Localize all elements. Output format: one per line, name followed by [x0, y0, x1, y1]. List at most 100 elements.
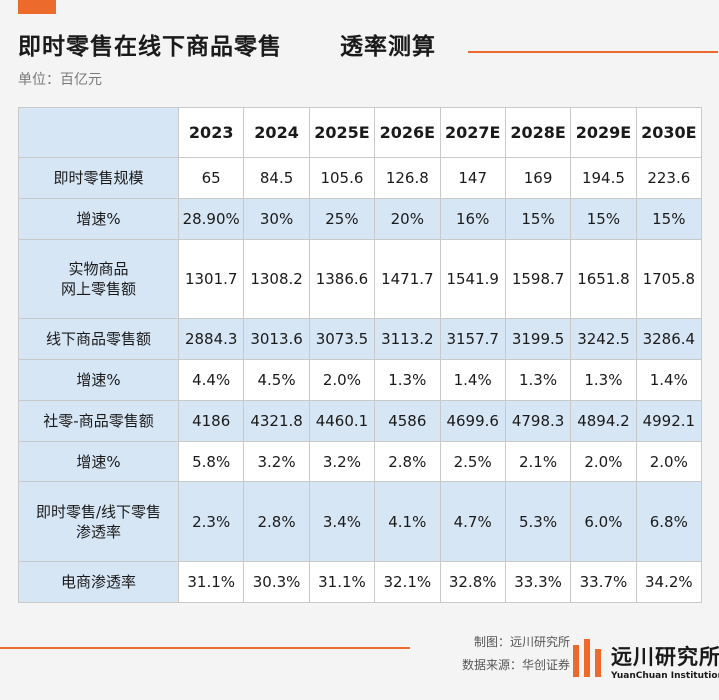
- value-cell: 3.2%: [308, 440, 376, 483]
- value-cell: 31.1%: [308, 561, 376, 603]
- value-cell: 1598.7: [504, 238, 572, 320]
- year-header-cell: 2030E: [635, 107, 703, 158]
- value-cell: 1.3%: [570, 359, 637, 401]
- logo-name: 远川研究所: [611, 645, 719, 669]
- year-header-cell: 2029E: [570, 107, 637, 158]
- value-cell: 30.3%: [243, 561, 310, 603]
- value-cell: 84.5: [243, 157, 310, 199]
- value-cell: 2.8%: [374, 440, 441, 483]
- value-cell: 2.1%: [504, 440, 572, 483]
- title-underline: [468, 51, 718, 53]
- row-label-cell: 增速%: [18, 359, 179, 401]
- value-cell: 1471.7: [374, 238, 441, 320]
- row-label-cell: 增速%: [18, 440, 179, 483]
- title-right: 透率测算: [340, 34, 436, 60]
- value-cell: 3242.5: [570, 318, 637, 361]
- row-label-cell: 实物商品 网上零售额: [18, 238, 179, 320]
- made-by-text: 制图：远川研究所: [473, 635, 570, 649]
- table-row: 即时零售/线下零售 渗透率 2.3% 2.8% 3.4% 4.1% 4.7% 5.3% 6.0…: [18, 481, 703, 563]
- value-cell: 105.6: [308, 157, 376, 199]
- value-cell: 15%: [635, 197, 703, 240]
- value-cell: 4.5%: [243, 359, 310, 401]
- table-body: 即时零售规模 65 84.5 105.6 126.8 147 169 194.5 223.6 增速…: [18, 157, 703, 603]
- row-label-cell: 即时零售规模: [18, 157, 179, 199]
- value-cell: 1308.2: [243, 238, 310, 320]
- value-cell: 4321.8: [243, 399, 310, 442]
- value-cell: 1.3%: [374, 359, 441, 401]
- value-cell: 16%: [439, 197, 506, 240]
- value-cell: 169: [504, 157, 572, 199]
- value-cell: 2.5%: [439, 440, 506, 483]
- value-cell: 1.4%: [439, 359, 506, 401]
- value-cell: 6.8%: [635, 481, 703, 563]
- value-cell: 5.8%: [177, 440, 245, 483]
- value-cell: 1.4%: [635, 359, 703, 401]
- value-cell: 126.8: [374, 157, 441, 199]
- value-cell: 4.1%: [374, 481, 441, 563]
- logo-subtitle: YuanChuan Institution: [611, 671, 719, 681]
- value-cell: 4992.1: [635, 399, 703, 442]
- header-row: 2023 2024 2025E 2026E 2027E 2028E 2029E 2030E: [18, 107, 703, 158]
- value-cell: 1651.8: [570, 238, 637, 320]
- value-cell: 25%: [308, 197, 376, 240]
- value-cell: 147: [439, 157, 506, 199]
- unit-label: 单位：百亿元: [18, 72, 102, 88]
- table-row: 线下商品零售额 2884.3 3013.6 3073.5 3113.2 3157.7 319…: [18, 318, 703, 361]
- value-cell: 2.3%: [177, 481, 245, 563]
- value-cell: 223.6: [635, 157, 703, 199]
- table-row: 实物商品 网上零售额 1301.7 1308.2 1386.6 1471.7 1541.9…: [18, 238, 703, 320]
- value-cell: 31.1%: [177, 561, 245, 603]
- value-cell: 32.1%: [374, 561, 441, 603]
- value-cell: 4.4%: [177, 359, 245, 401]
- table-row: 电商渗透率 31.1% 30.3% 31.1% 32.1% 32.8% 33.3% 33.7%…: [18, 561, 703, 603]
- row-label-cell: 即时零售/线下零售 渗透率: [18, 481, 179, 563]
- row-label-cell: 社零-商品零售额: [18, 399, 179, 442]
- value-cell: 33.3%: [504, 561, 572, 603]
- year-header-cell: 2024: [243, 107, 310, 158]
- value-cell: 32.8%: [439, 561, 506, 603]
- value-cell: 65: [177, 157, 245, 199]
- value-cell: 4699.6: [439, 399, 506, 442]
- row-label-cell: 增速%: [18, 197, 179, 240]
- page-title: 即时零售在线下商品零售 透率测算: [18, 27, 436, 61]
- top-accent-bar: [18, 0, 56, 14]
- value-cell: 2.0%: [635, 440, 703, 483]
- credit-block: 制图：远川研究所 数据来源：华创证券: [436, 631, 570, 677]
- table-row: 增速% 5.8% 3.2% 3.2% 2.8% 2.5% 2.1% 2.0% 2.0%: [18, 440, 703, 483]
- footer-divider-line: [0, 647, 410, 649]
- table-row: 社零-商品零售额 4186 4321.8 4460.1 4586 4699.6 4798.3…: [18, 399, 703, 442]
- value-cell: 4186: [177, 399, 245, 442]
- value-cell: 15%: [570, 197, 637, 240]
- value-cell: 4.7%: [439, 481, 506, 563]
- value-cell: 33.7%: [570, 561, 637, 603]
- value-cell: 3.4%: [308, 481, 376, 563]
- table-row: 增速% 28.90% 30% 25% 20% 16% 15% 15% 15%: [18, 197, 703, 240]
- table-row: 增速% 4.4% 4.5% 2.0% 1.3% 1.4% 1.3% 1.3% 1.4%: [18, 359, 703, 401]
- row-label-cell: 线下商品零售额: [18, 318, 179, 361]
- year-header-cell: 2027E: [439, 107, 506, 158]
- value-cell: 1386.6: [308, 238, 376, 320]
- value-cell: 1301.7: [177, 238, 245, 320]
- value-cell: 4460.1: [308, 399, 376, 442]
- value-cell: 3286.4: [635, 318, 703, 361]
- value-cell: 3.2%: [243, 440, 310, 483]
- year-header-cell: 2025E: [308, 107, 376, 158]
- value-cell: 28.90%: [177, 197, 245, 240]
- value-cell: 3199.5: [504, 318, 572, 361]
- year-header-cell: 2023: [177, 107, 245, 158]
- value-cell: 4586: [374, 399, 441, 442]
- year-header-cell: 2028E: [504, 107, 572, 158]
- value-cell: 3073.5: [308, 318, 376, 361]
- value-cell: 1541.9: [439, 238, 506, 320]
- value-cell: 34.2%: [635, 561, 703, 603]
- value-cell: 1705.8: [635, 238, 703, 320]
- value-cell: 15%: [504, 197, 572, 240]
- value-cell: 4894.2: [570, 399, 637, 442]
- table-row: 即时零售规模 65 84.5 105.6 126.8 147 169 194.5 223.6: [18, 157, 703, 199]
- year-header-cell: 2026E: [374, 107, 441, 158]
- value-cell: 2.0%: [570, 440, 637, 483]
- source-text: 数据来源：华创证券: [461, 658, 570, 672]
- value-cell: 3157.7: [439, 318, 506, 361]
- value-cell: 20%: [374, 197, 441, 240]
- value-cell: 2.0%: [308, 359, 376, 401]
